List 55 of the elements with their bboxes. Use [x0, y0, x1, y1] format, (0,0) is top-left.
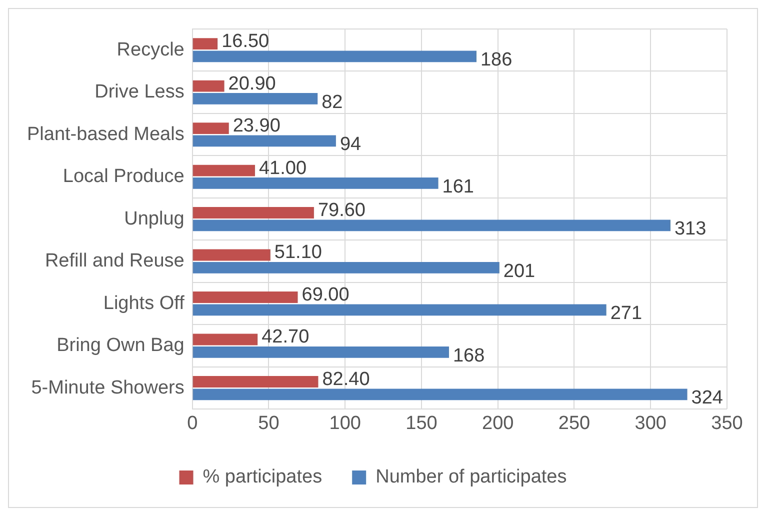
bar	[192, 93, 318, 104]
data-label: 82	[322, 92, 343, 113]
data-label: 79.60	[318, 200, 366, 221]
data-label: 23.90	[232, 116, 280, 137]
x-tick-label: 50	[258, 412, 280, 434]
legend-label: % participates	[202, 466, 322, 488]
legend-label: Number of participates	[376, 466, 567, 488]
data-label: 271	[610, 303, 642, 324]
x-tick-label: 300	[634, 412, 666, 434]
bar	[192, 220, 670, 232]
data-label: 313	[674, 218, 706, 240]
bar	[192, 334, 258, 346]
y-tick-label: Local Produce	[62, 166, 184, 188]
data-label: 94	[340, 134, 362, 156]
data-label: 201	[503, 260, 536, 282]
bar	[192, 122, 229, 134]
bar	[192, 304, 606, 316]
x-tick-label: 0	[187, 412, 198, 434]
bar	[192, 262, 500, 274]
bar	[192, 177, 438, 189]
data-label: 41.00	[258, 158, 307, 179]
bar	[192, 38, 218, 50]
y-tick-label: Plant-based Meals	[26, 124, 184, 145]
y-tick-label: Lights Off	[103, 292, 186, 314]
bar	[192, 249, 270, 261]
bar	[192, 292, 298, 303]
data-label: 51.10	[274, 242, 322, 264]
y-tick-label: Unplug	[124, 208, 184, 230]
x-tick-label: 100	[329, 412, 361, 434]
x-tick-label: 150	[406, 412, 438, 434]
data-label: 168	[452, 345, 485, 366]
data-label: 42.70	[262, 326, 310, 348]
data-label: 82.40	[322, 368, 370, 390]
x-tick-label: 200	[482, 412, 514, 434]
bar	[192, 346, 449, 358]
data-label: 69.00	[302, 284, 350, 306]
bar	[192, 207, 314, 218]
bar	[192, 135, 336, 147]
y-tick-label: Recycle	[116, 39, 184, 60]
bar	[192, 80, 224, 92]
x-tick-label: 250	[558, 412, 590, 434]
bar	[192, 388, 688, 400]
data-label: 16.50	[222, 31, 270, 52]
data-label: 186	[480, 50, 512, 71]
bar	[192, 164, 255, 176]
y-tick-label: Drive Less	[94, 82, 184, 103]
y-tick-label: Refill and Reuse	[44, 250, 184, 272]
data-label: 161	[442, 176, 474, 198]
y-tick-label: 5-Minute Showers	[31, 377, 184, 398]
bar	[192, 50, 476, 62]
data-label: 324	[691, 388, 724, 409]
bar	[192, 376, 318, 388]
y-tick-label: Bring Own Bag	[56, 335, 184, 356]
data-label: 20.90	[228, 73, 276, 94]
x-tick-label: 350	[711, 412, 743, 434]
